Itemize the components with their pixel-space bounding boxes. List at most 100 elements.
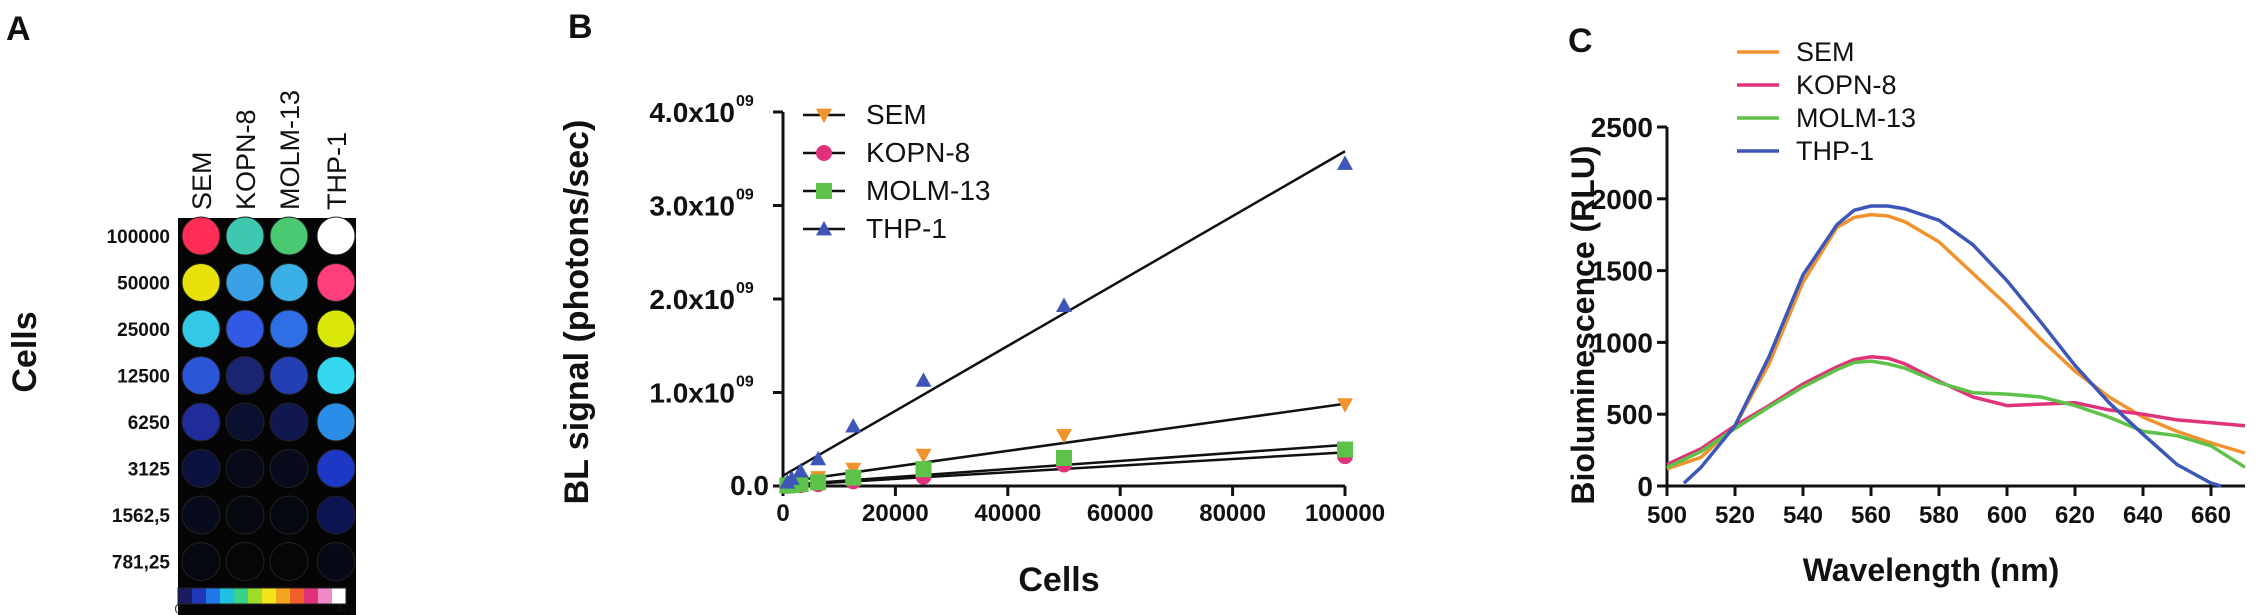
well-5-3 [316,449,356,488]
well-4-2 [269,402,309,442]
panel-a-letter: A [6,10,31,48]
well-plate [181,216,356,581]
well-2-1 [225,309,265,349]
panel-b: B BL signal (photons/sec) Cells 0 20000 40… [558,8,1385,599]
scale-segment-5 [248,588,263,604]
x-tick-label: 60000 [1087,500,1154,527]
legend-marker-kopn-8 [816,145,832,161]
well-1-0 [181,263,221,302]
panel-a: A Cells SEM KOPN-8 MOLM-13 THP-1 100000 5000… [6,10,356,615]
well-4-0 [181,402,221,442]
scale-segment-0 [178,588,193,604]
y-tick-label: 1500 [1591,256,1653,287]
x-tick-label: 100000 [1305,500,1385,527]
scale-min-label: 0 [175,602,182,615]
panel-b-letter: B [568,8,593,46]
y-tick-label: 2.0x10 [649,284,735,315]
well-0-1 [225,216,265,256]
y-tick-exponent: 09 [736,93,754,110]
well-6-2 [269,495,309,535]
row-label-4: 6250 [128,413,170,434]
spectrum-line-thp-1 [1682,204,2222,488]
x-tick-label: 80000 [1199,500,1266,527]
y-tick-exponent: 09 [736,187,754,204]
y-tick-label: 3.0x10 [649,191,735,222]
row-label-1: 50000 [117,274,170,295]
well-6-1 [225,495,265,535]
well-2-2 [269,309,309,349]
legend-label-molm-13: MOLM-13 [866,175,990,206]
y-tick-label: 1000 [1591,327,1653,358]
legend-label-molm-13: MOLM-13 [1796,103,1916,133]
row-label-6: 1562,5 [112,506,171,527]
x-tick-label: 500 [1647,502,1687,529]
spectrum-line-sem [1666,212,2246,471]
point-thp-1 [1337,155,1353,170]
panel-c-ticks: 500 520 540 560 580 600 620 640 6600500100015002… [1591,112,2231,529]
well-7-2 [269,542,309,581]
well-1-2 [269,263,309,302]
legend-label-sem: SEM [1796,37,1855,67]
point-sem [1056,429,1072,444]
legend-marker-thp-1 [816,221,832,236]
well-4-3 [316,402,356,442]
well-3-2 [269,356,309,395]
well-3-0 [181,356,221,395]
x-tick-label: 40000 [974,500,1041,527]
point-thp-1 [783,470,800,485]
legend-label-kopn-8: KOPN-8 [866,137,970,168]
scale-segment-6 [262,588,277,604]
scale-segment-4 [234,588,249,604]
panel-b-xlabel: Cells [1018,561,1099,599]
column-label-thp-1: THP-1 [322,132,352,210]
well-2-0 [181,309,221,349]
x-tick-label: 600 [1987,502,2027,529]
x-tick-label: 560 [1851,502,1891,529]
scale-segment-7 [276,588,291,604]
y-tick-exponent: 09 [736,374,754,391]
y-tick-label: 2000 [1591,184,1653,215]
row-label-0: 100000 [107,227,170,248]
scale-segment-11 [332,588,347,604]
panel-c: C Bioluminescence (RLU) Wavelength (nm) … [1565,22,2246,588]
point-thp-1 [915,372,932,387]
point-thp-1 [792,463,809,478]
scale-segment-8 [290,588,305,604]
legend-label-sem: SEM [866,99,927,130]
row-labels: 100000 50000 25000 12500 6250 3125 1562,5 781,2… [107,227,171,574]
column-label-kopn-8: KOPN-8 [231,109,261,210]
well-0-2 [269,216,309,256]
x-tick-label: 660 [2191,502,2231,529]
well-5-0 [181,449,221,488]
point-sem [915,448,932,464]
row-label-7: 781,25 [112,553,171,574]
point-molm-13 [1337,441,1353,458]
color-scale-bar [177,587,347,605]
column-label-sem: SEM [187,151,217,210]
panel-c-letter: C [1568,22,1593,60]
point-molm-13 [845,469,862,486]
well-2-3 [316,309,356,349]
well-7-1 [225,542,265,581]
row-label-5: 3125 [128,460,171,481]
panel-a-ylabel: Cells [6,311,44,392]
legend-label-thp-1: THP-1 [1796,136,1874,166]
point-thp-1 [845,418,862,433]
y-tick-label: 2500 [1591,112,1653,143]
y-tick-label: 1.0x10 [649,378,735,409]
well-4-1 [225,402,265,442]
well-3-3 [316,356,356,395]
point-sem [1337,398,1353,413]
point-thp-1 [810,450,827,466]
x-tick-label: 0 [776,500,789,527]
y-tick-label: 0 [1637,471,1653,502]
x-tick-label: 540 [1783,502,1823,529]
well-0-3 [316,216,356,256]
point-thp-1 [1056,297,1072,312]
legend-marker-sem [816,108,832,123]
legend-label-kopn-8: KOPN-8 [1796,70,1897,100]
column-labels: SEM KOPN-8 MOLM-13 THP-1 [187,90,352,210]
x-tick-label: 580 [1919,502,1959,529]
